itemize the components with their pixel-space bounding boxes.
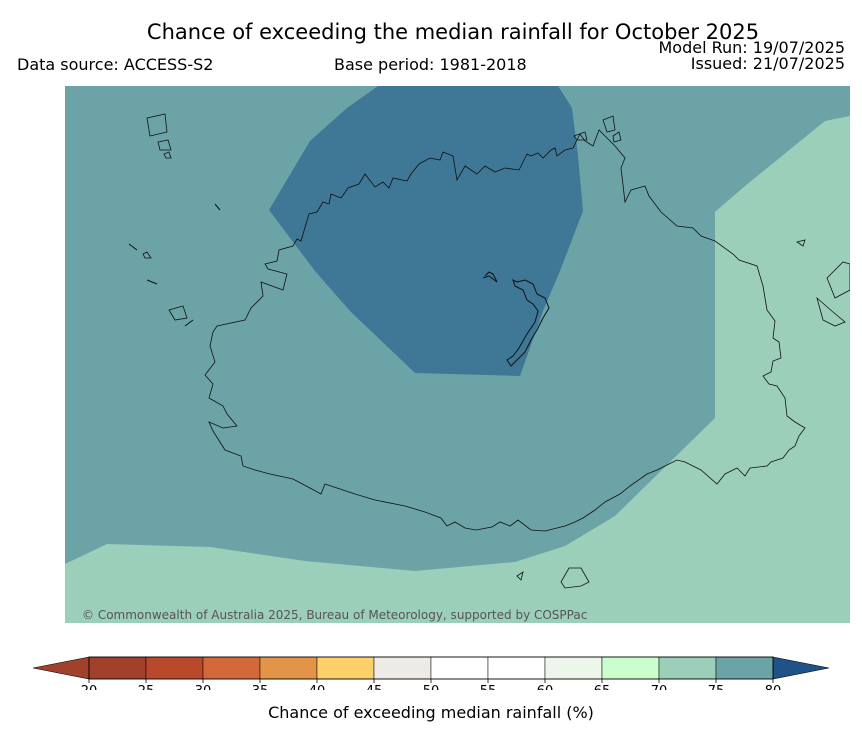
colorbar-tick-label: 70 — [651, 684, 668, 690]
coastline — [204, 129, 806, 532]
copyright-note: © Commonwealth of Australia 2025, Bureau… — [82, 608, 588, 622]
forecast-map — [65, 86, 850, 623]
island-8 — [826, 261, 850, 299]
colorbar-swatch — [88, 656, 147, 680]
colorbar-tick-label: 65 — [594, 684, 611, 690]
island-9 — [816, 296, 846, 327]
model-run-label: Model Run: 19/07/2025 — [658, 38, 846, 57]
colorbar-swatch — [658, 656, 717, 680]
colorbar-tick-label: 55 — [480, 684, 497, 690]
colorbar-swatch — [373, 656, 432, 680]
island-10 — [796, 239, 806, 247]
issued-label: Issued: 21/07/2025 — [690, 54, 845, 73]
zone-75-80 — [269, 86, 583, 376]
data-source-label: Data source: ACCESS-S2 — [17, 55, 214, 74]
island-5 — [573, 131, 588, 141]
colorbar-tick-label: 75 — [708, 684, 725, 690]
island-6 — [602, 115, 616, 133]
colorbar-tick-label: 45 — [366, 684, 383, 690]
island-16 — [214, 203, 221, 211]
colorbar-canvas: 20 25 30 35 40 45 50 55 60 65 70 75 80 — [32, 656, 830, 699]
colorbar-tick-label: 20 — [81, 684, 98, 690]
colorbar-tick-label: 50 — [423, 684, 440, 690]
colorbar-extend-high — [772, 656, 830, 680]
map-title: Chance of exceeding the median rainfall … — [146, 20, 760, 44]
colorbar-swatch — [259, 656, 318, 680]
colorbar: 20 25 30 35 40 45 50 55 60 65 70 75 80 — [0, 650, 862, 699]
colorbar-swatch — [715, 656, 774, 680]
zone-65-70 — [65, 116, 850, 623]
island-4 — [168, 305, 188, 321]
colorbar-tick-label: 40 — [309, 684, 326, 690]
colorbar-label: Chance of exceeding median rainfall (%) — [268, 703, 594, 722]
island-12 — [560, 567, 590, 589]
lake — [506, 279, 550, 367]
island-3 — [163, 151, 172, 159]
island-1 — [146, 113, 168, 137]
island-17 — [184, 319, 194, 327]
colorbar-swatch — [544, 656, 603, 680]
colorbar-tick-label: 35 — [252, 684, 269, 690]
island-13 — [142, 251, 152, 259]
island-14 — [128, 243, 138, 251]
island-11 — [516, 571, 524, 581]
map-canvas — [65, 86, 850, 623]
colorbar-swatch — [316, 656, 375, 680]
colorbar-swatch — [145, 656, 204, 680]
island-2 — [157, 139, 172, 151]
colorbar-tick-label: 30 — [195, 684, 212, 690]
colorbar-tick-label: 25 — [138, 684, 155, 690]
base-period-label: Base period: 1981-2018 — [334, 55, 527, 74]
island-7 — [612, 131, 622, 143]
colorbar-swatch — [487, 656, 546, 680]
colorbar-tick-label: 80 — [765, 684, 782, 690]
colorbar-extend-low — [32, 656, 90, 680]
island-15 — [146, 279, 158, 285]
colorbar-swatch — [202, 656, 261, 680]
colorbar-swatch — [430, 656, 489, 680]
colorbar-tick-label: 60 — [537, 684, 554, 690]
run-info: Model Run: 19/07/2025 Issued: 21/07/2025 — [659, 40, 846, 72]
lake-inlet — [482, 271, 498, 283]
colorbar-swatch — [601, 656, 660, 680]
